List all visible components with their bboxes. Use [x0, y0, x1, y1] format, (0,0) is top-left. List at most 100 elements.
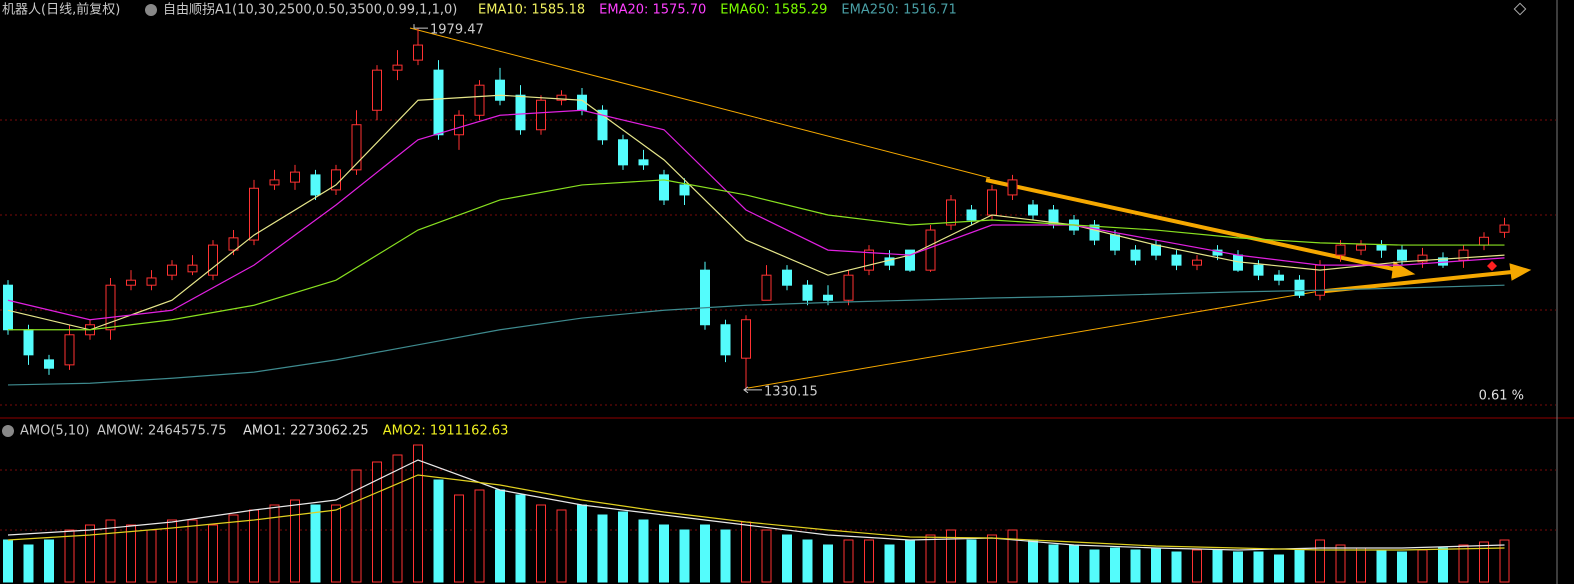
candle-body [228, 237, 239, 251]
volume-bar [208, 524, 218, 583]
legend-entry: EMA250: 1516.71 [841, 3, 956, 18]
volume-bar [3, 539, 13, 583]
candle-body [392, 64, 403, 71]
candle-body [249, 187, 259, 241]
high-label: 1979.47 [430, 23, 484, 38]
legend-entry: EMA10: 1585.18 [478, 3, 585, 18]
candle-body [556, 94, 567, 101]
volume-bar [536, 504, 546, 583]
grid [0, 119, 1556, 531]
volume-bar [884, 544, 895, 583]
volume-bar [925, 534, 936, 583]
volume-bar [1151, 547, 1161, 583]
indicator-line [7, 109, 1505, 321]
volume-bar [1438, 547, 1448, 583]
volume-bar [1130, 549, 1141, 583]
volume-bar [966, 539, 977, 583]
volume-bar [1294, 549, 1305, 583]
volume-title: AMO(5,10) [20, 424, 89, 439]
candle-body [413, 44, 423, 61]
volume-bar [495, 489, 505, 583]
indicator-line [7, 459, 1505, 551]
candle-body [474, 84, 485, 116]
volume-bar [64, 529, 75, 583]
candle-body [823, 294, 833, 301]
candle-body [23, 329, 34, 356]
candle-body [1171, 254, 1182, 266]
candle-body [720, 324, 731, 356]
volume-bar [1376, 549, 1387, 583]
candle-body [105, 284, 116, 331]
candle-body [987, 189, 997, 216]
volume-bar [1335, 544, 1346, 583]
volume-bar [1192, 549, 1202, 583]
candle-body [1294, 279, 1305, 296]
volume-bar [679, 529, 690, 583]
volume-bar [1253, 551, 1264, 583]
volume-bar [577, 504, 587, 583]
candle-body [597, 109, 608, 141]
candle-body [351, 124, 362, 171]
candle-body [864, 249, 874, 271]
candle-body [1130, 249, 1141, 261]
candle-body [1417, 254, 1428, 263]
volume-bar [761, 529, 772, 583]
candle-body [1192, 259, 1202, 266]
volume-bar [146, 529, 157, 583]
candle-body [3, 284, 13, 331]
high-pointer [413, 24, 428, 29]
volume-bar [1417, 549, 1428, 583]
candle-body [1007, 179, 1018, 196]
volume-bar [1048, 544, 1059, 583]
volume-bar [802, 539, 813, 583]
candle-body [1376, 244, 1387, 251]
volume-bar [1007, 529, 1018, 583]
volume-bar [638, 519, 649, 583]
candle-body [1110, 234, 1120, 251]
candle-body [269, 179, 280, 186]
candle-body [761, 274, 772, 301]
volume-bar [187, 519, 198, 583]
candle-body [1089, 224, 1100, 241]
candle-body [843, 274, 854, 301]
volume-bar [44, 539, 54, 583]
menu-icon[interactable] [145, 4, 157, 16]
trend-arrow [1315, 270, 1513, 294]
volume-bar [372, 461, 382, 583]
candle-body [1499, 224, 1510, 233]
volume-bar [1171, 551, 1182, 583]
candle-body [802, 284, 813, 301]
legend-entry: AMO2: 1911162.63 [383, 424, 509, 439]
candle-body [1356, 244, 1366, 251]
arrow-head [1509, 263, 1532, 281]
candle-body [1151, 244, 1161, 256]
candle-body [905, 249, 915, 271]
candle-body [372, 69, 382, 111]
volume-bar [1479, 541, 1489, 583]
candle-body [1028, 204, 1038, 216]
candle-body [64, 334, 75, 366]
indicator-name: 自由顺拐A1(10,30,2500,0.50,3500,0.99,1,1,0) [163, 3, 457, 18]
indicator-line [7, 284, 1505, 386]
volume-bar [23, 544, 34, 583]
volume-bar [700, 524, 710, 583]
volume-bar [1069, 544, 1079, 583]
arrow-head [1391, 261, 1416, 279]
candle-body [1479, 236, 1489, 246]
indicator-line [8, 179, 1505, 331]
volume-bar [597, 514, 608, 583]
candle-body [679, 184, 690, 196]
legend-entry: EMA60: 1585.29 [720, 3, 827, 18]
volume-bar [515, 494, 526, 583]
volume-bar [433, 479, 444, 583]
candle-body [146, 277, 157, 286]
candle-body [310, 174, 321, 196]
menu-icon[interactable] [2, 425, 14, 437]
toggle-icon[interactable] [1513, 2, 1527, 16]
volume-bar [392, 454, 403, 583]
volume-bar [331, 504, 341, 583]
volume-bar [1274, 554, 1284, 583]
candle-body [126, 279, 136, 286]
candle-body [1274, 274, 1284, 281]
